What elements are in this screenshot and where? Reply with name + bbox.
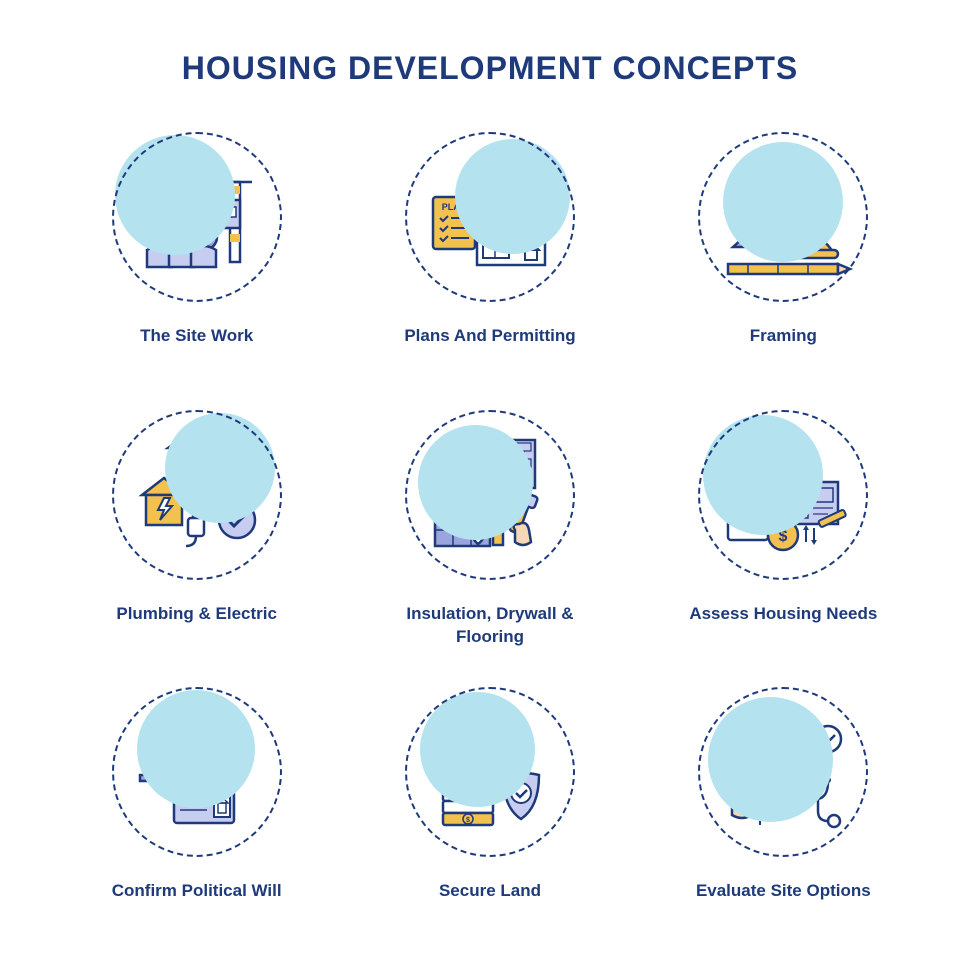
label-secure-land: Secure Land [439,880,541,903]
plans-permitting-icon: PLAN [400,127,580,307]
plumbing-electric-icon [107,405,287,585]
label-evaluate: Evaluate Site Options [696,880,871,903]
label-site-work: The Site Work [140,325,253,348]
cell-insulation: Insulation, Drywall & Flooring [353,405,626,653]
political-will-icon: $ [107,682,287,862]
label-insulation: Insulation, Drywall & Flooring [385,603,595,649]
cell-site-work: The Site Work [60,127,333,375]
cell-evaluate: Evaluate Site Options [647,682,920,930]
framing-icon [693,127,873,307]
cell-plans: PLAN Plans and Permitting [353,127,626,375]
cell-assess: $ Assess Housing Needs [647,405,920,653]
label-political: Confirm Political Will [112,880,282,903]
cell-plumbing: Plumbing & Electric [60,405,333,653]
label-assess: Assess Housing Needs [689,603,877,626]
insulation-icon [400,405,580,585]
site-work-icon [107,127,287,307]
evaluate-site-icon [693,682,873,862]
label-plumbing: Plumbing & Electric [116,603,277,626]
cell-secure-land: $ $ Secure Land [353,682,626,930]
secure-land-icon: $ $ [400,682,580,862]
cell-framing: Framing [647,127,920,375]
page-title: HOUSING DEVELOPMENT CONCEPTS [182,50,799,87]
label-plans: Plans and Permitting [404,325,575,348]
concept-grid: The Site Work PLAN [60,127,920,930]
cell-political: $ Confirm Political Will [60,682,333,930]
label-framing: Framing [750,325,817,348]
assess-needs-icon: $ [693,405,873,585]
